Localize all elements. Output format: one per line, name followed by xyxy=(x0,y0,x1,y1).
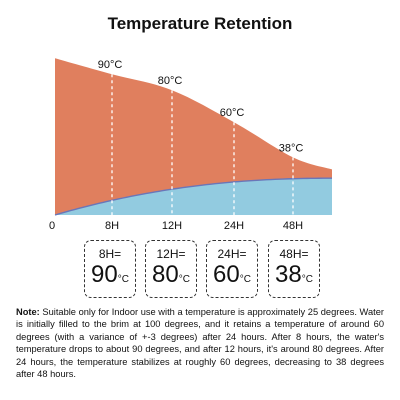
value-box-24h: 24H= 60°C xyxy=(206,240,258,298)
note-text: Suitable only for Indoor use with a temp… xyxy=(16,307,384,380)
annotation-label: 80°C xyxy=(158,75,183,87)
temperature-chart: 90°C 80°C 60°C 38°C 0 8H 12H 24H 48H xyxy=(49,58,332,232)
annotation-label: 60°C xyxy=(220,107,245,119)
value-box-8h: 8H= 90°C xyxy=(84,240,136,298)
note-paragraph: Note: Suitable only for Indoor use with … xyxy=(16,306,384,380)
value-box-key: 8H= xyxy=(98,247,122,261)
chart-title: Temperature Retention xyxy=(107,14,293,33)
value-box-value: 38°C xyxy=(275,261,313,288)
value-box-value: 90°C xyxy=(91,261,129,288)
value-boxes: 8H= 90°C 12H= 80°C 24H= 60°C 48H= 38°C xyxy=(0,240,400,302)
x-tick-label: 8H xyxy=(105,220,119,232)
value-box-key: 48H= xyxy=(279,247,309,261)
x-tick-label: 0 xyxy=(49,220,55,232)
ambient-area xyxy=(55,178,332,215)
value-box-48h: 48H= 38°C xyxy=(268,240,320,298)
x-tick-label: 48H xyxy=(283,220,303,232)
value-box-key: 24H= xyxy=(217,247,247,261)
x-tick-label: 12H xyxy=(162,220,182,232)
annotation-label: 90°C xyxy=(98,59,123,71)
annotation-label: 38°C xyxy=(279,142,304,154)
value-box-12h: 12H= 80°C xyxy=(145,240,197,298)
note-label: Note: xyxy=(16,307,40,317)
ambient-line xyxy=(54,177,332,216)
temperature-area xyxy=(55,58,332,216)
value-box-value: 60°C xyxy=(213,261,251,288)
x-tick-label: 24H xyxy=(224,220,244,232)
value-box-value: 80°C xyxy=(152,261,190,288)
value-box-key: 12H= xyxy=(156,247,186,261)
